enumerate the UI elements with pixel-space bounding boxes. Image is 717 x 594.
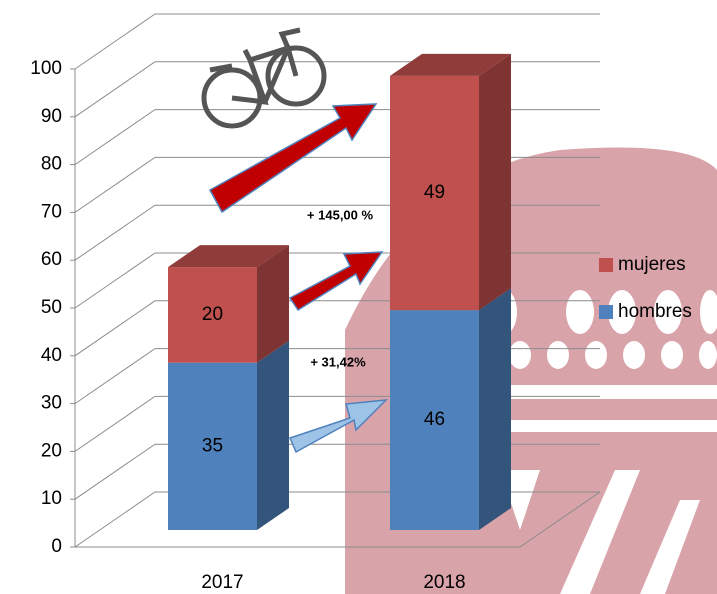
arrows — [208, 103, 389, 454]
bars: 35 20 46 49 — [168, 53, 511, 530]
y-tick-label: 100 — [30, 58, 62, 79]
y-tick-label: 60 — [41, 249, 62, 270]
grid-line — [74, 13, 600, 70]
annotation: + 145,00 % — [307, 207, 374, 222]
value-label: 46 — [424, 409, 445, 430]
legend: mujeres hombres — [599, 254, 692, 322]
bar-side — [257, 245, 289, 363]
annotation: + 31,42% — [310, 354, 366, 369]
y-tick-label: 40 — [41, 345, 62, 366]
value-label: 49 — [424, 182, 445, 203]
y-tick-label: 50 — [41, 297, 62, 318]
x-axis — [75, 491, 601, 548]
bicycle-icon — [201, 27, 327, 129]
y-tick-label: 20 — [41, 440, 62, 461]
y-tick-label: 0 — [51, 536, 62, 557]
bar-top — [390, 53, 511, 76]
bar-side — [479, 288, 511, 530]
grid-line — [74, 109, 600, 166]
y-tick-label: 80 — [41, 154, 62, 175]
legend-swatch — [599, 305, 613, 319]
x-tick-label: 2017 — [201, 572, 243, 593]
legend-label: mujeres — [618, 254, 686, 275]
legend-label: hombres — [618, 301, 692, 322]
bar-side — [479, 53, 511, 311]
y-tick-label: 90 — [41, 106, 62, 127]
y-tick-label: 10 — [41, 488, 62, 509]
y-tick-label: 30 — [41, 393, 62, 414]
value-label: 35 — [202, 435, 223, 456]
value-label: 20 — [202, 304, 223, 325]
bar — [168, 267, 257, 363]
bar-top — [168, 245, 289, 268]
legend-swatch — [599, 258, 613, 272]
bar — [168, 362, 257, 530]
bar-side — [257, 340, 289, 530]
bar — [390, 75, 479, 311]
x-tick-label: 2018 — [423, 572, 465, 593]
bar — [390, 310, 479, 530]
y-tick-label: 70 — [41, 201, 62, 222]
